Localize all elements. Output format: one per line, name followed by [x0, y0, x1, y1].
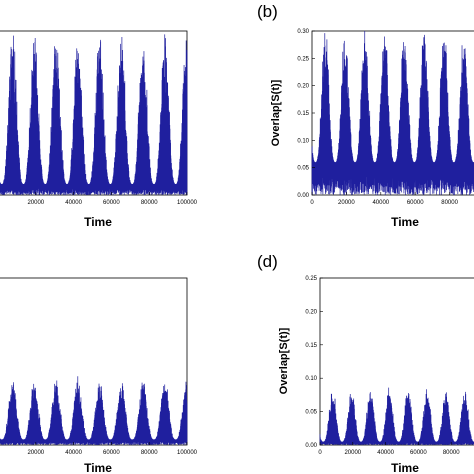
y-tick-label: 0.20 — [305, 309, 317, 315]
plot-frame — [0, 277, 188, 446]
y-axis-label: Overlap[S(t)] — [270, 79, 282, 146]
x-tick-label: 100000 — [177, 450, 198, 456]
x-tick-label: 60000 — [103, 450, 120, 456]
y-tick-label: 0.30 — [297, 29, 309, 35]
panel-label: (b) — [257, 2, 278, 21]
x-tick-label: 40000 — [377, 450, 394, 456]
x-tick-group: 0 20000 40000 60000 80000 — [318, 442, 460, 456]
panel-a: 20000 40000 60000 80000 100000 Time — [0, 30, 198, 229]
x-tick-label: 100000 — [177, 200, 198, 206]
panel-d: 0 20000 40000 60000 80000 0.000.050.100.150.… — [257, 252, 474, 474]
x-tick-label: 0 — [310, 200, 314, 206]
x-axis-label: Time — [391, 215, 419, 229]
panel-c: 20000 40000 60000 80000 100000 Time — [0, 277, 198, 474]
x-tick-label: 0 — [318, 450, 322, 456]
plot-frame — [319, 277, 474, 446]
y-tick-label: 0.15 — [297, 111, 309, 117]
x-tick-group: 20000 40000 60000 80000 100000 — [27, 192, 198, 206]
x-tick-label: 80000 — [141, 450, 158, 456]
y-tick-label: 0.15 — [305, 343, 317, 349]
y-tick-label: 0.05 — [305, 410, 317, 416]
y-tick-label: 0.05 — [297, 166, 309, 172]
y-tick-group: 0.00 0.05 0.10 0.15 0.20 0.25 — [305, 276, 323, 449]
panel-b: 0 20000 40000 60000 80000 0.000.050.100.150.… — [257, 2, 474, 229]
y-tick-label: 0.25 — [297, 56, 309, 62]
y-tick-label: 0.20 — [297, 84, 309, 90]
series-line — [311, 30, 474, 196]
x-tick-label: 20000 — [27, 200, 44, 206]
x-tick-label: 40000 — [372, 200, 389, 206]
y-axis-label: Overlap[S(t)] — [278, 327, 290, 394]
series-group — [311, 30, 474, 196]
x-tick-label: 40000 — [65, 200, 82, 206]
x-tick-label: 80000 — [441, 200, 458, 206]
x-tick-group: 20000 40000 60000 80000 100000 — [27, 442, 198, 456]
x-tick-label: 80000 — [141, 200, 158, 206]
x-tick-label: 20000 — [344, 450, 361, 456]
x-tick-label: 60000 — [407, 200, 424, 206]
y-tick-label: 0.10 — [297, 138, 309, 144]
x-tick-group: 0 20000 40000 60000 80000 — [310, 192, 459, 206]
x-tick-label: 60000 — [410, 450, 427, 456]
x-axis-label: Time — [84, 461, 112, 474]
y-tick-group: 0.00 0.05 0.10 0.15 0.20 0.25 0.30 — [297, 29, 315, 199]
x-tick-label: 40000 — [65, 450, 82, 456]
x-tick-label: 20000 — [27, 450, 44, 456]
y-tick-label: 0.00 — [297, 193, 309, 199]
y-tick-label: 0.00 — [305, 443, 317, 449]
series-group — [319, 387, 474, 446]
x-axis-label: Time — [84, 215, 112, 229]
series-group — [0, 34, 188, 196]
panel-label: (d) — [257, 252, 278, 271]
series-line — [0, 34, 188, 196]
series-line — [0, 376, 188, 446]
x-tick-label: 20000 — [338, 200, 355, 206]
y-tick-label: 0.10 — [305, 376, 317, 382]
y-tick-label: 0.25 — [305, 276, 317, 282]
series-group — [0, 376, 188, 446]
x-axis-label: Time — [391, 461, 419, 474]
x-tick-label: 60000 — [103, 200, 120, 206]
series-line — [319, 387, 474, 446]
x-tick-label: 80000 — [443, 450, 460, 456]
